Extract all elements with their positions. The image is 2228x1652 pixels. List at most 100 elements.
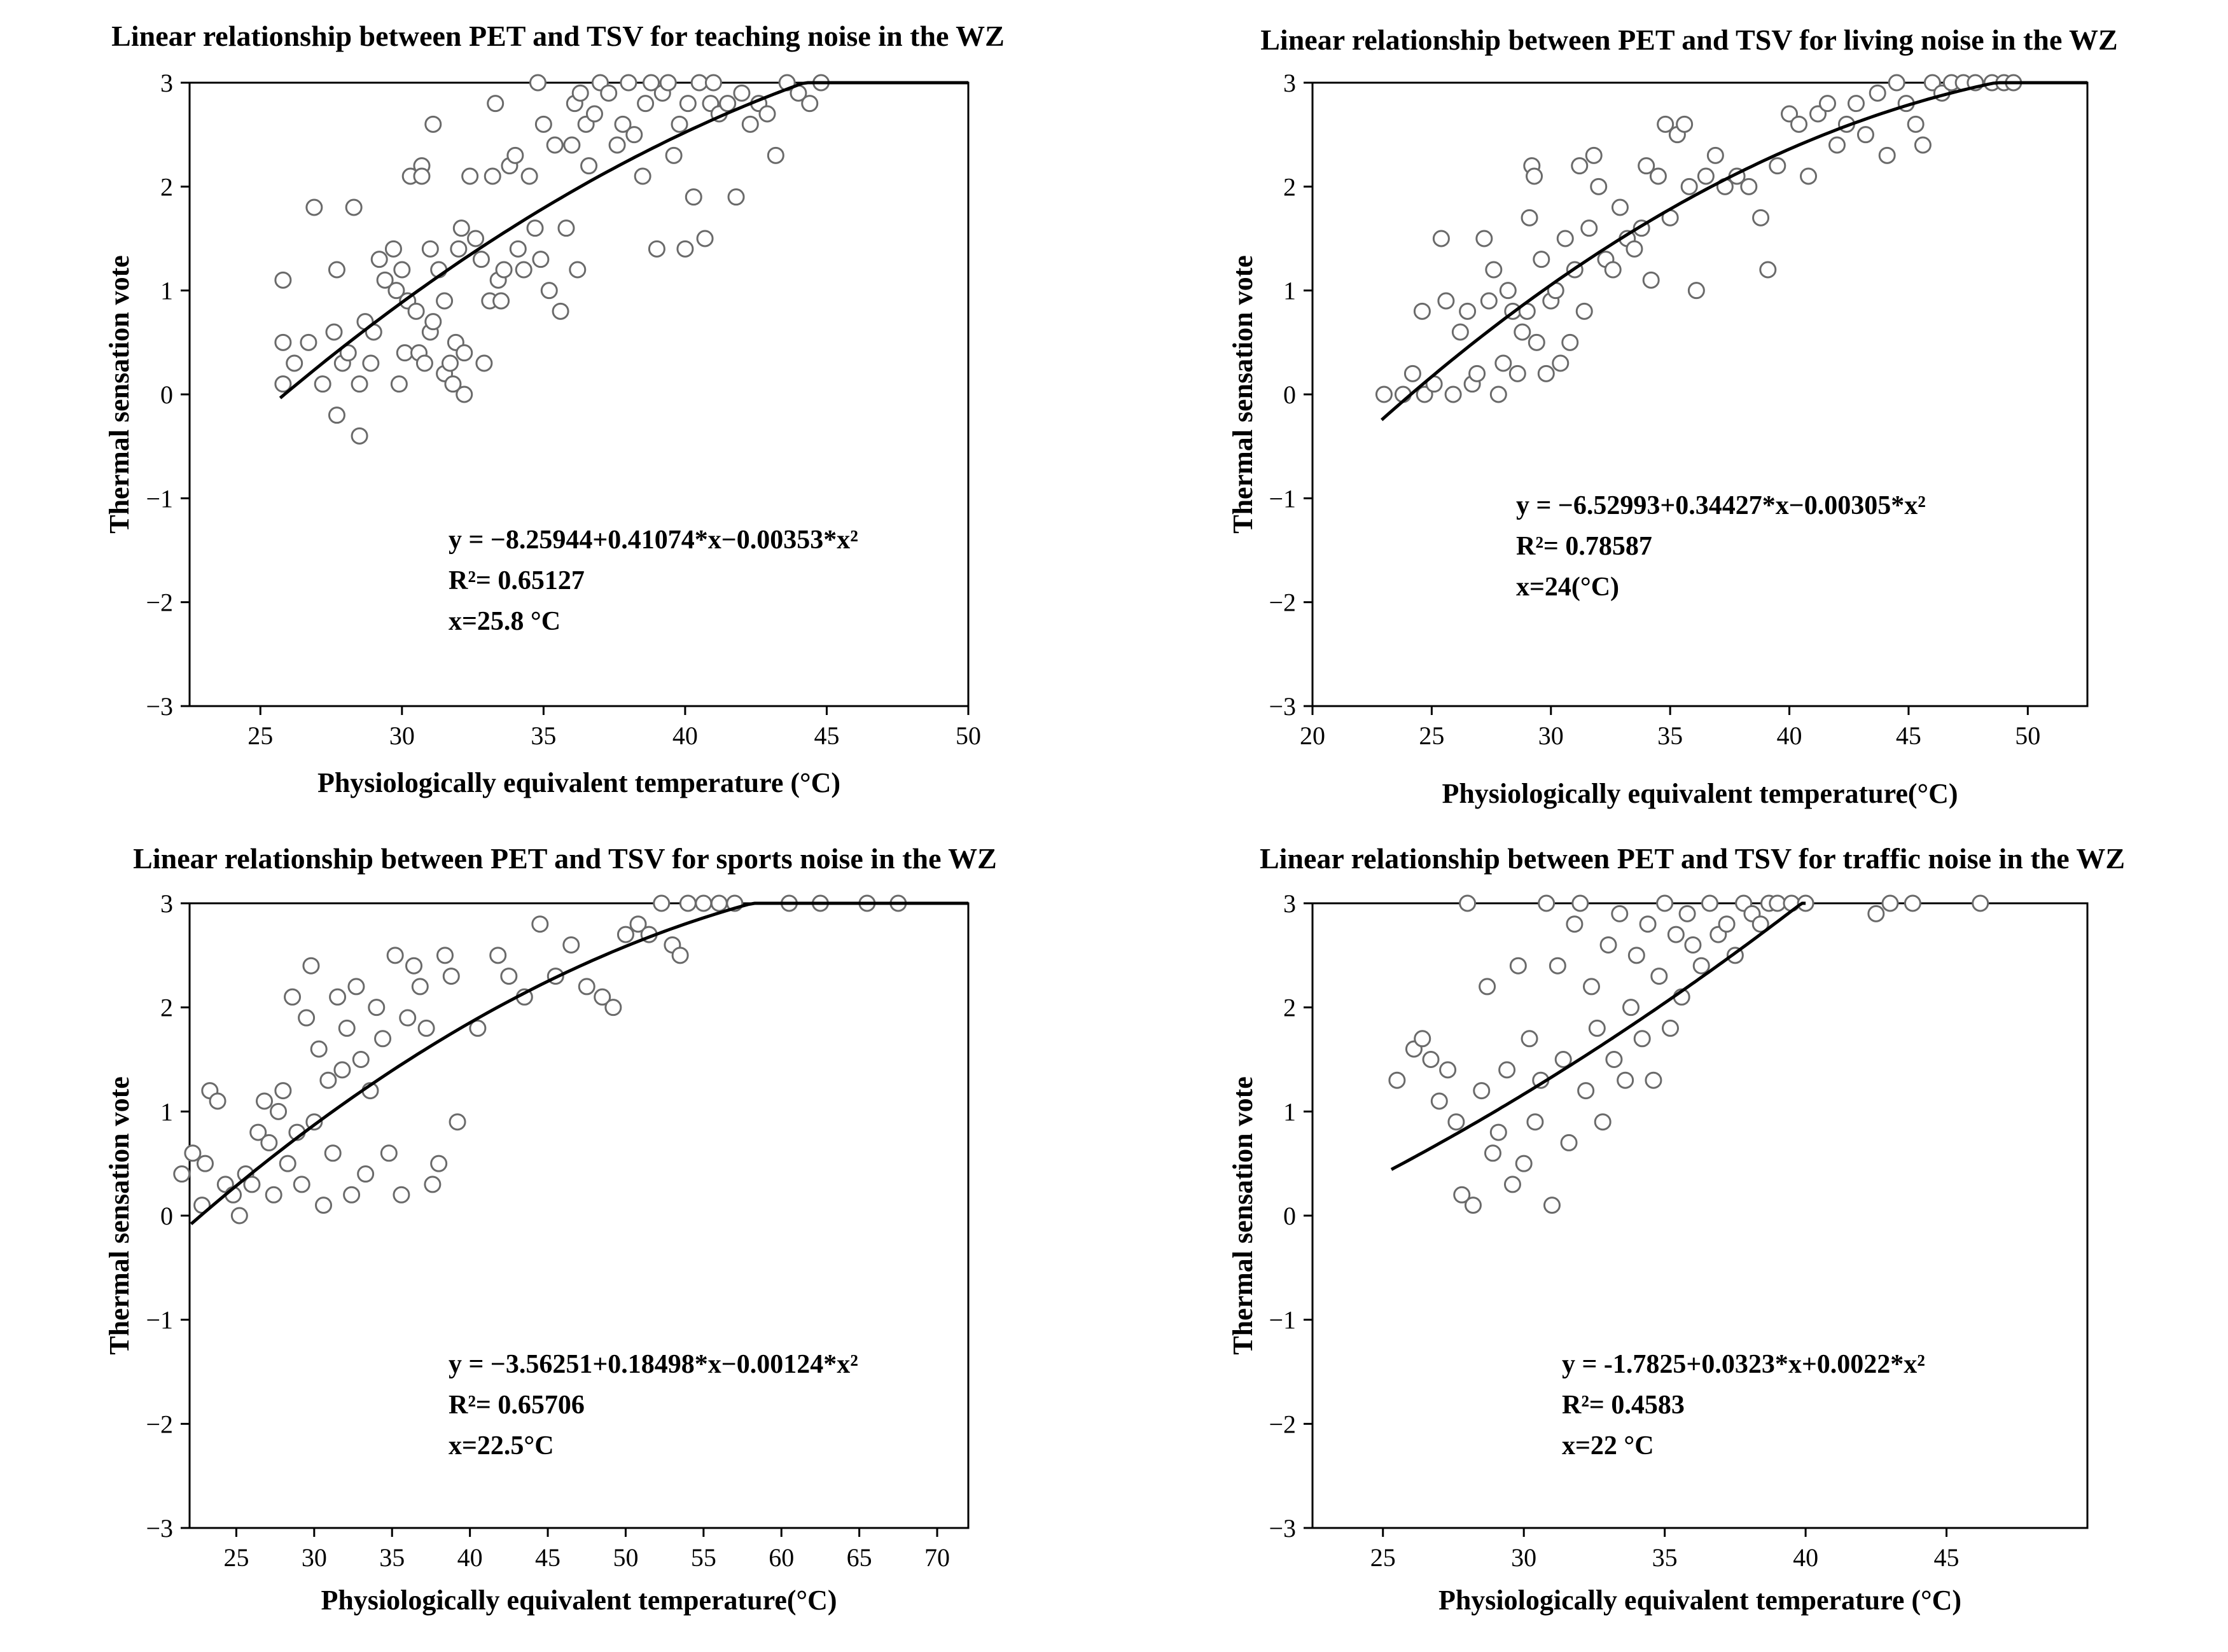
scatter-point	[1800, 167, 1818, 185]
y-tick-label: −3	[146, 692, 173, 721]
scatter-point	[1611, 198, 1629, 216]
x-tick-label: 30	[1511, 1543, 1536, 1572]
scatter-point	[209, 1092, 226, 1110]
scatter-point	[1528, 333, 1545, 351]
scatter-point	[1533, 251, 1550, 268]
scatter-point	[1645, 1071, 1662, 1089]
scatter-point	[1459, 302, 1477, 320]
scatter-point	[472, 251, 490, 268]
scatter-point	[634, 167, 651, 185]
scatter-point	[279, 1155, 296, 1172]
fit-curve	[1390, 901, 1806, 1171]
scatter-point	[1878, 146, 1896, 164]
scatter-point	[526, 219, 544, 237]
x-tick-label: 45	[814, 721, 839, 750]
scatter-point	[390, 375, 408, 393]
scatter-point	[380, 1144, 398, 1162]
scatter-point	[393, 1186, 410, 1204]
scatter-point	[665, 146, 683, 164]
scatter-point	[557, 219, 575, 237]
regression-equation: y = -1.7825+0.0323*x+0.0022*x²	[1562, 1350, 1925, 1379]
scatter-point	[1626, 240, 1643, 258]
scatter-point	[300, 333, 317, 351]
scatter-point	[319, 1071, 337, 1089]
scatter-point	[653, 894, 671, 912]
chart-panel-2: Linear relationship between PET and TSV …	[1227, 24, 2118, 809]
neutral-temperature: x=22 °C	[1562, 1431, 1654, 1461]
scatter-point	[407, 302, 425, 320]
scatter-point	[1622, 999, 1640, 1017]
neutral-temperature: x=22.5°C	[449, 1431, 554, 1461]
scatter-point	[1453, 1186, 1471, 1204]
scatter-point	[1667, 926, 1685, 943]
scatter-point	[1552, 354, 1570, 372]
scatter-point	[1650, 968, 1668, 985]
scatter-point	[1588, 1019, 1606, 1037]
scatter-point	[376, 271, 394, 289]
scatter-point	[529, 74, 547, 92]
scatter-point	[563, 136, 581, 154]
scatter-point	[368, 999, 386, 1017]
scatter-point	[260, 1134, 278, 1151]
scatter-point	[274, 271, 292, 289]
scatter-point	[1661, 1019, 1679, 1037]
chart-title: Linear relationship between PET and TSV …	[1260, 842, 2125, 875]
scatter-point	[489, 947, 507, 964]
scatter-point	[351, 427, 368, 445]
scatter-point	[1684, 936, 1702, 954]
scatter-point	[1604, 261, 1622, 279]
x-tick-label: 50	[2015, 721, 2040, 750]
x-tick-label: 45	[1934, 1543, 1960, 1572]
scatter-point	[637, 95, 655, 113]
scatter-point	[741, 115, 759, 133]
y-axis-label: Thermal sensation vote	[1227, 255, 1258, 534]
scatter-point	[540, 282, 558, 300]
scatter-point	[685, 188, 702, 206]
scatter-point	[531, 915, 549, 933]
scatter-point	[456, 344, 473, 362]
scatter-point	[357, 1165, 375, 1183]
scatter-point	[1828, 136, 1846, 154]
scatter-point	[1538, 894, 1556, 912]
scatter-point	[1706, 146, 1724, 164]
scatter-point	[1580, 219, 1598, 237]
scatter-point	[302, 957, 320, 975]
scatter-point	[578, 978, 595, 996]
neutral-temperature: x=24(°C)	[1516, 573, 1619, 602]
scatter-point	[679, 894, 697, 912]
scatter-point	[671, 947, 689, 964]
scatter-point	[1560, 1134, 1578, 1151]
scatter-point	[1718, 915, 1736, 933]
scatter-point	[1867, 905, 1885, 922]
scatter-point	[515, 261, 533, 279]
scatter-point	[1923, 74, 1941, 92]
scatter-point	[1509, 957, 1527, 975]
scatter-point	[690, 74, 708, 92]
scatter-point	[424, 115, 442, 133]
scatter-point	[719, 95, 737, 113]
scatter-point	[1819, 95, 1837, 113]
y-tick-label: −3	[1269, 692, 1296, 721]
scatter-point	[1475, 230, 1493, 247]
scatter-point	[413, 167, 431, 185]
scatter-point	[1444, 385, 1462, 403]
scatter-point	[1599, 936, 1617, 954]
scatter-point	[324, 1144, 342, 1162]
scatter-point	[467, 230, 485, 247]
scatter-point	[310, 1040, 328, 1058]
scatter-point	[424, 1176, 442, 1193]
scatter-point	[1697, 167, 1715, 185]
y-tick-label: −2	[1269, 588, 1296, 617]
y-tick-label: 2	[160, 172, 173, 201]
x-tick-label: 50	[613, 1543, 638, 1572]
scatter-point	[1479, 978, 1496, 996]
y-tick-label: −1	[146, 484, 173, 513]
scatter-point	[1678, 905, 1696, 922]
scatter-point	[444, 375, 462, 393]
scatter-point	[1590, 177, 1608, 195]
x-axis-label: Physiologically equivalent temperature (…	[1438, 1585, 1961, 1616]
regression-equation: y = −6.52993+0.34427*x−0.00305*x²	[1516, 491, 1926, 520]
scatter-point	[1537, 364, 1555, 382]
scatter-point	[184, 1144, 202, 1162]
